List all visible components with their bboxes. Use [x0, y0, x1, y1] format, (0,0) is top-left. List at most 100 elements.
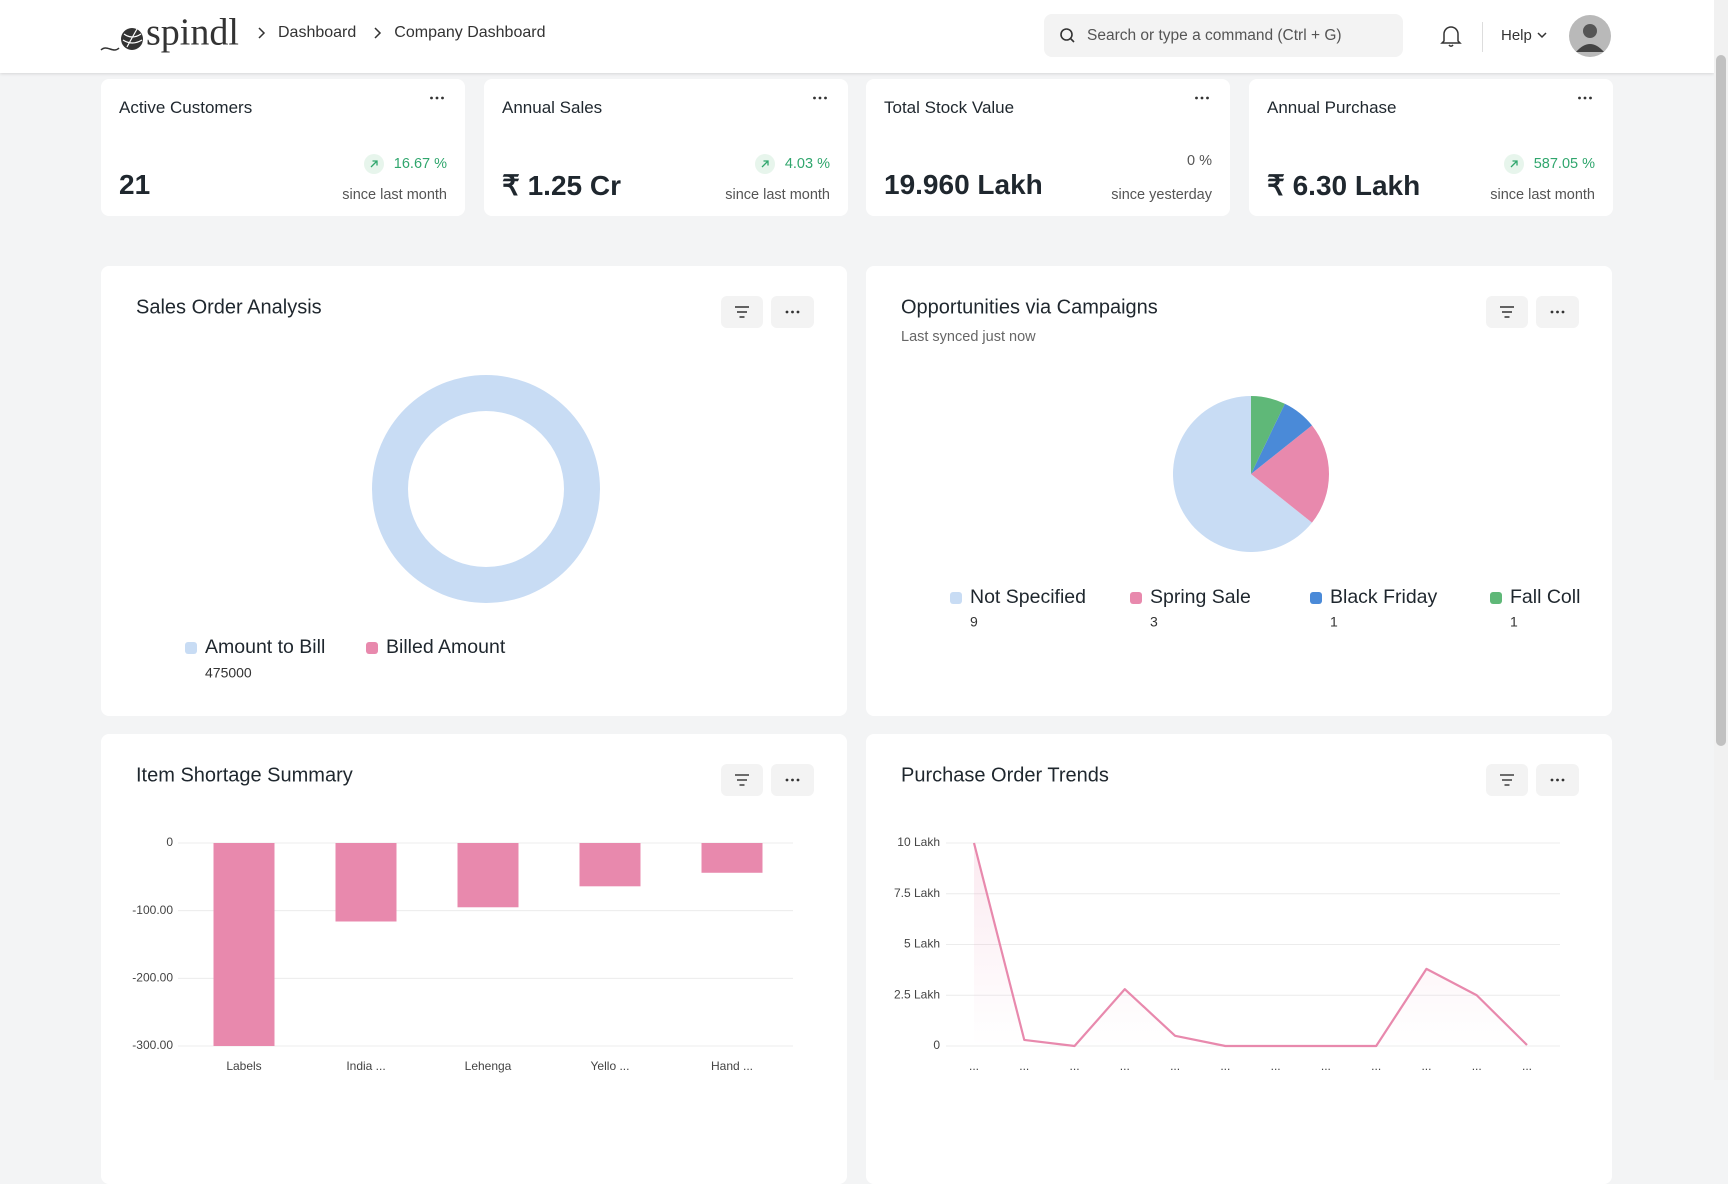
- dot: [1561, 310, 1565, 314]
- dot: [1550, 310, 1554, 314]
- menu-button[interactable]: [771, 296, 814, 328]
- kpi-change: 0 %: [1187, 153, 1212, 169]
- menu-dots: [430, 96, 444, 100]
- breadcrumb[interactable]: Company Dashboard: [394, 24, 546, 41]
- kpi-menu[interactable]: [810, 93, 830, 103]
- kpi-menu[interactable]: [1575, 93, 1595, 103]
- kpi-value: ₹ 1.25 Cr: [502, 170, 621, 201]
- breadcrumb-chevron: [258, 27, 266, 39]
- legend-label: Fall Coll: [1510, 586, 1580, 608]
- menu-button[interactable]: [771, 764, 814, 796]
- x-tick-label: ...: [969, 1059, 979, 1073]
- kpi-title: Total Stock Value: [884, 98, 1015, 117]
- legend-value: 3: [1150, 614, 1158, 630]
- kpi-change-row: 0 %: [1187, 153, 1212, 169]
- legend-label: Amount to Bill: [205, 636, 325, 658]
- x-tick-label: ...: [1522, 1059, 1532, 1073]
- chart-title: Sales Order Analysis: [136, 296, 322, 318]
- divider: [1482, 22, 1483, 52]
- x-tick-label: ...: [1371, 1059, 1381, 1073]
- y-tick-label: 2.5 Lakh: [894, 987, 940, 1001]
- legend-value: 1: [1330, 614, 1338, 630]
- kpi-title: Active Customers: [119, 98, 253, 117]
- chart-subtitle: Last synced just now: [901, 329, 1036, 345]
- avatar[interactable]: [1568, 14, 1612, 58]
- legend-swatch: [1130, 592, 1142, 604]
- navbar: spindl Dashboard Company Dashboard Search…: [0, 0, 1714, 73]
- help-menu[interactable]: Help: [1501, 27, 1548, 44]
- dot: [441, 96, 444, 100]
- chart: Sales Order Analysis Amount to Bill 475000…: [136, 296, 814, 681]
- y-tick-label: 0: [166, 835, 173, 849]
- notifications[interactable]: [1440, 24, 1462, 48]
- dot: [1561, 778, 1565, 782]
- help-label: Help: [1501, 27, 1532, 44]
- menu-button[interactable]: [1536, 296, 1579, 328]
- slice: [372, 375, 600, 603]
- x-tick-label: ...: [1070, 1059, 1080, 1073]
- breadcrumb[interactable]: Dashboard: [278, 24, 357, 41]
- kpi-change: 4.03 %: [784, 156, 830, 172]
- filter-button[interactable]: [1486, 764, 1528, 796]
- y-tick-label: -300.00: [132, 1038, 173, 1052]
- area: [974, 843, 1527, 1046]
- dot: [785, 310, 789, 314]
- slice: [1251, 425, 1329, 523]
- chart-title: Item Shortage Summary: [136, 764, 353, 786]
- x-tick-label: ...: [1472, 1059, 1482, 1073]
- menu-dots: [1550, 778, 1565, 782]
- dot: [1578, 96, 1581, 100]
- legend-label: Billed Amount: [386, 636, 506, 658]
- slice: [1251, 403, 1312, 474]
- filter-button[interactable]: [1486, 296, 1528, 328]
- dot: [1206, 96, 1209, 100]
- x-tick-label: ...: [1220, 1059, 1230, 1073]
- y-tick-label: 5 Lakh: [904, 937, 940, 951]
- filter-button[interactable]: [721, 764, 763, 796]
- x-tick-label: Labels: [226, 1059, 261, 1073]
- dot: [430, 96, 433, 100]
- kpi-change-row: 587.05 %: [1503, 153, 1595, 175]
- kpi-menu[interactable]: [1192, 93, 1212, 103]
- logo-text: spindl: [146, 14, 239, 54]
- legend-value: 1: [1510, 614, 1518, 630]
- chart: Opportunities via Campaigns Last synced j…: [901, 296, 1580, 630]
- menu-button[interactable]: [1536, 764, 1579, 796]
- dot: [818, 96, 822, 100]
- breadcrumb-chevron: [374, 27, 382, 39]
- chart-card: Sales Order Analysis Amount to Bill 475000…: [101, 266, 847, 716]
- kpi-change: 16.67 %: [393, 156, 447, 172]
- legend-value: 475000: [205, 665, 252, 681]
- kpi-menu[interactable]: [427, 93, 447, 103]
- filter-button[interactable]: [721, 296, 763, 328]
- logo[interactable]: spindl: [99, 14, 349, 60]
- dot: [1556, 778, 1559, 782]
- breadcrumbs: Dashboard Company Dashboard: [258, 24, 563, 42]
- legend-label: Not Specified: [970, 586, 1086, 608]
- bar: [213, 843, 275, 1046]
- chart-card: Purchase Order Trends 0 2.5 Lakh 5 Lakh 7.5 …: [866, 734, 1612, 1184]
- slice: [1173, 396, 1312, 553]
- x-tick-label: Lehenga: [465, 1059, 512, 1073]
- x-tick-label: ...: [1271, 1059, 1281, 1073]
- kpi-change-row: 4.03 %: [754, 153, 830, 175]
- dot: [791, 310, 794, 314]
- menu-dots: [813, 96, 827, 100]
- chevron-line: [258, 27, 266, 39]
- chart-title: Opportunities via Campaigns: [901, 296, 1158, 318]
- scrollbar-thumb[interactable]: [1716, 55, 1726, 746]
- chart: Item Shortage Summary 0 -100.00 -200.00 -300…: [132, 764, 814, 1073]
- kpi-note: since last month: [342, 187, 447, 203]
- dot: [1195, 96, 1198, 100]
- kpi-change: 587.05 %: [1533, 156, 1595, 172]
- kpi-value: 19.960 Lakh: [884, 169, 1043, 200]
- chart-title: Purchase Order Trends: [901, 764, 1109, 786]
- menu-dots: [1578, 96, 1592, 100]
- legend: Amount to Bill 475000 Billed Amount: [185, 636, 506, 681]
- kpi-title: Annual Purchase: [1267, 98, 1397, 117]
- menu-dots: [1195, 96, 1209, 100]
- chart-card: Opportunities via Campaigns Last synced j…: [866, 266, 1612, 716]
- dot: [1583, 96, 1587, 100]
- kpi-card: Active Customers 21 16.67 % since last mont…: [101, 79, 465, 216]
- search-bar[interactable]: Search or type a command (Ctrl + G): [1044, 14, 1403, 57]
